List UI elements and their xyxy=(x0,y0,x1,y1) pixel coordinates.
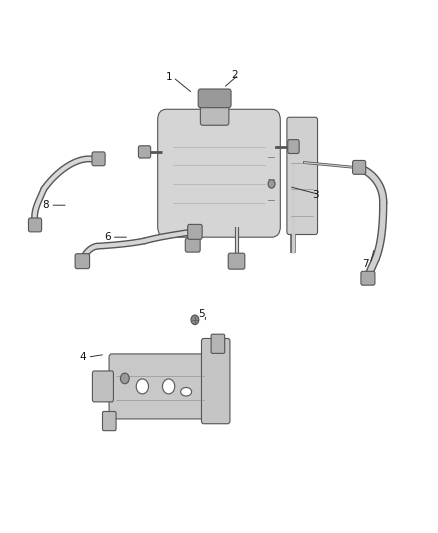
Circle shape xyxy=(191,315,199,325)
Circle shape xyxy=(162,379,175,394)
FancyBboxPatch shape xyxy=(158,109,280,237)
FancyBboxPatch shape xyxy=(92,371,113,402)
FancyBboxPatch shape xyxy=(28,218,42,232)
Ellipse shape xyxy=(180,387,192,396)
Circle shape xyxy=(136,379,148,394)
FancyBboxPatch shape xyxy=(200,99,229,125)
Text: 7: 7 xyxy=(362,259,369,269)
FancyBboxPatch shape xyxy=(353,160,366,174)
FancyBboxPatch shape xyxy=(187,224,202,239)
FancyBboxPatch shape xyxy=(228,253,245,269)
Text: 2: 2 xyxy=(231,70,238,79)
FancyBboxPatch shape xyxy=(138,146,151,158)
FancyBboxPatch shape xyxy=(201,338,230,424)
Text: 6: 6 xyxy=(104,232,111,242)
Ellipse shape xyxy=(162,117,276,229)
Text: 3: 3 xyxy=(312,190,319,199)
FancyBboxPatch shape xyxy=(185,238,200,252)
Circle shape xyxy=(120,373,129,384)
FancyBboxPatch shape xyxy=(211,334,225,353)
FancyBboxPatch shape xyxy=(92,152,105,166)
FancyBboxPatch shape xyxy=(75,254,89,269)
FancyBboxPatch shape xyxy=(361,271,375,285)
FancyBboxPatch shape xyxy=(109,354,211,419)
FancyBboxPatch shape xyxy=(288,140,299,154)
FancyBboxPatch shape xyxy=(198,89,231,108)
Circle shape xyxy=(268,180,275,188)
FancyBboxPatch shape xyxy=(102,411,116,431)
Text: 4: 4 xyxy=(80,352,87,362)
Text: 1: 1 xyxy=(165,72,172,82)
Text: 5: 5 xyxy=(198,310,205,319)
Text: 8: 8 xyxy=(42,200,49,210)
FancyBboxPatch shape xyxy=(287,117,318,235)
